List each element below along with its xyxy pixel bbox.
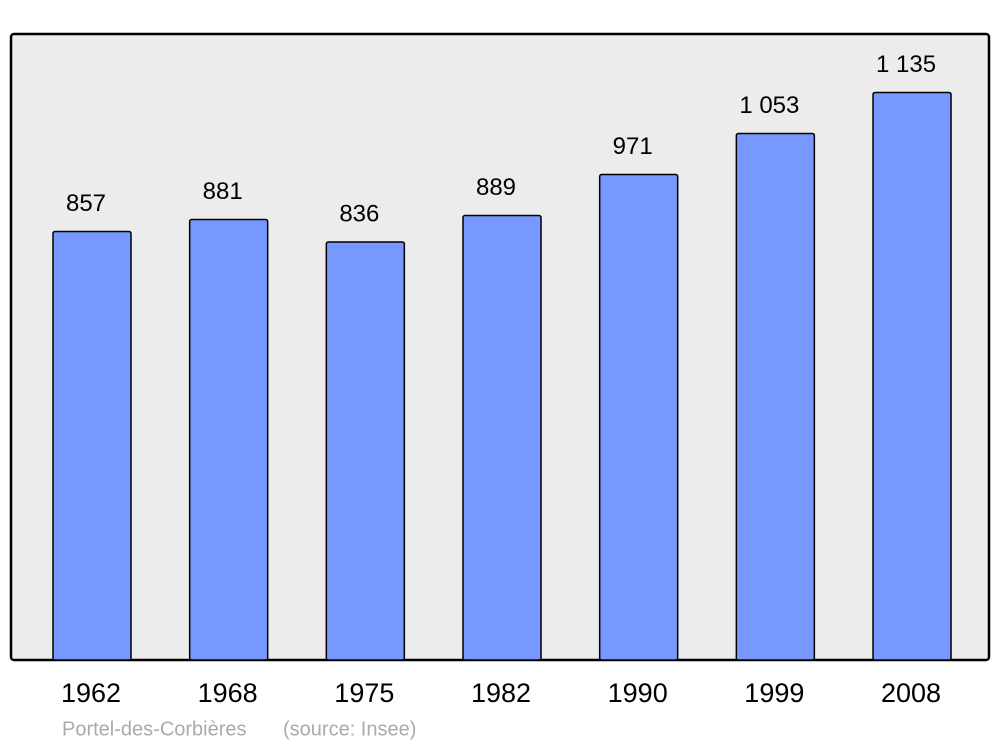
bar (735, 132, 816, 661)
x-tick-label: 1962 (61, 678, 121, 708)
x-tick-label: 1982 (471, 678, 531, 708)
value-label: 857 (66, 190, 106, 217)
value-label: 836 (339, 200, 379, 227)
value-label: 1 135 (876, 51, 936, 78)
footer-source: (source: Insee) (283, 718, 416, 740)
bar (52, 230, 132, 661)
bar (598, 173, 679, 661)
bar (188, 218, 269, 661)
bar (462, 214, 542, 661)
x-tick-label: 2008 (881, 678, 941, 708)
x-tick-label: 1975 (334, 678, 394, 708)
footer-place: Portel-des-Corbières (62, 718, 247, 740)
value-label: 971 (613, 133, 653, 160)
bar (325, 241, 406, 661)
x-tick-label: 1999 (744, 678, 804, 708)
x-tick-label: 1968 (198, 678, 258, 708)
value-label: 889 (476, 174, 516, 201)
bar (872, 91, 952, 661)
value-label: 881 (203, 178, 243, 205)
x-tick-label: 1990 (608, 678, 668, 708)
value-label: 1 053 (739, 92, 799, 119)
